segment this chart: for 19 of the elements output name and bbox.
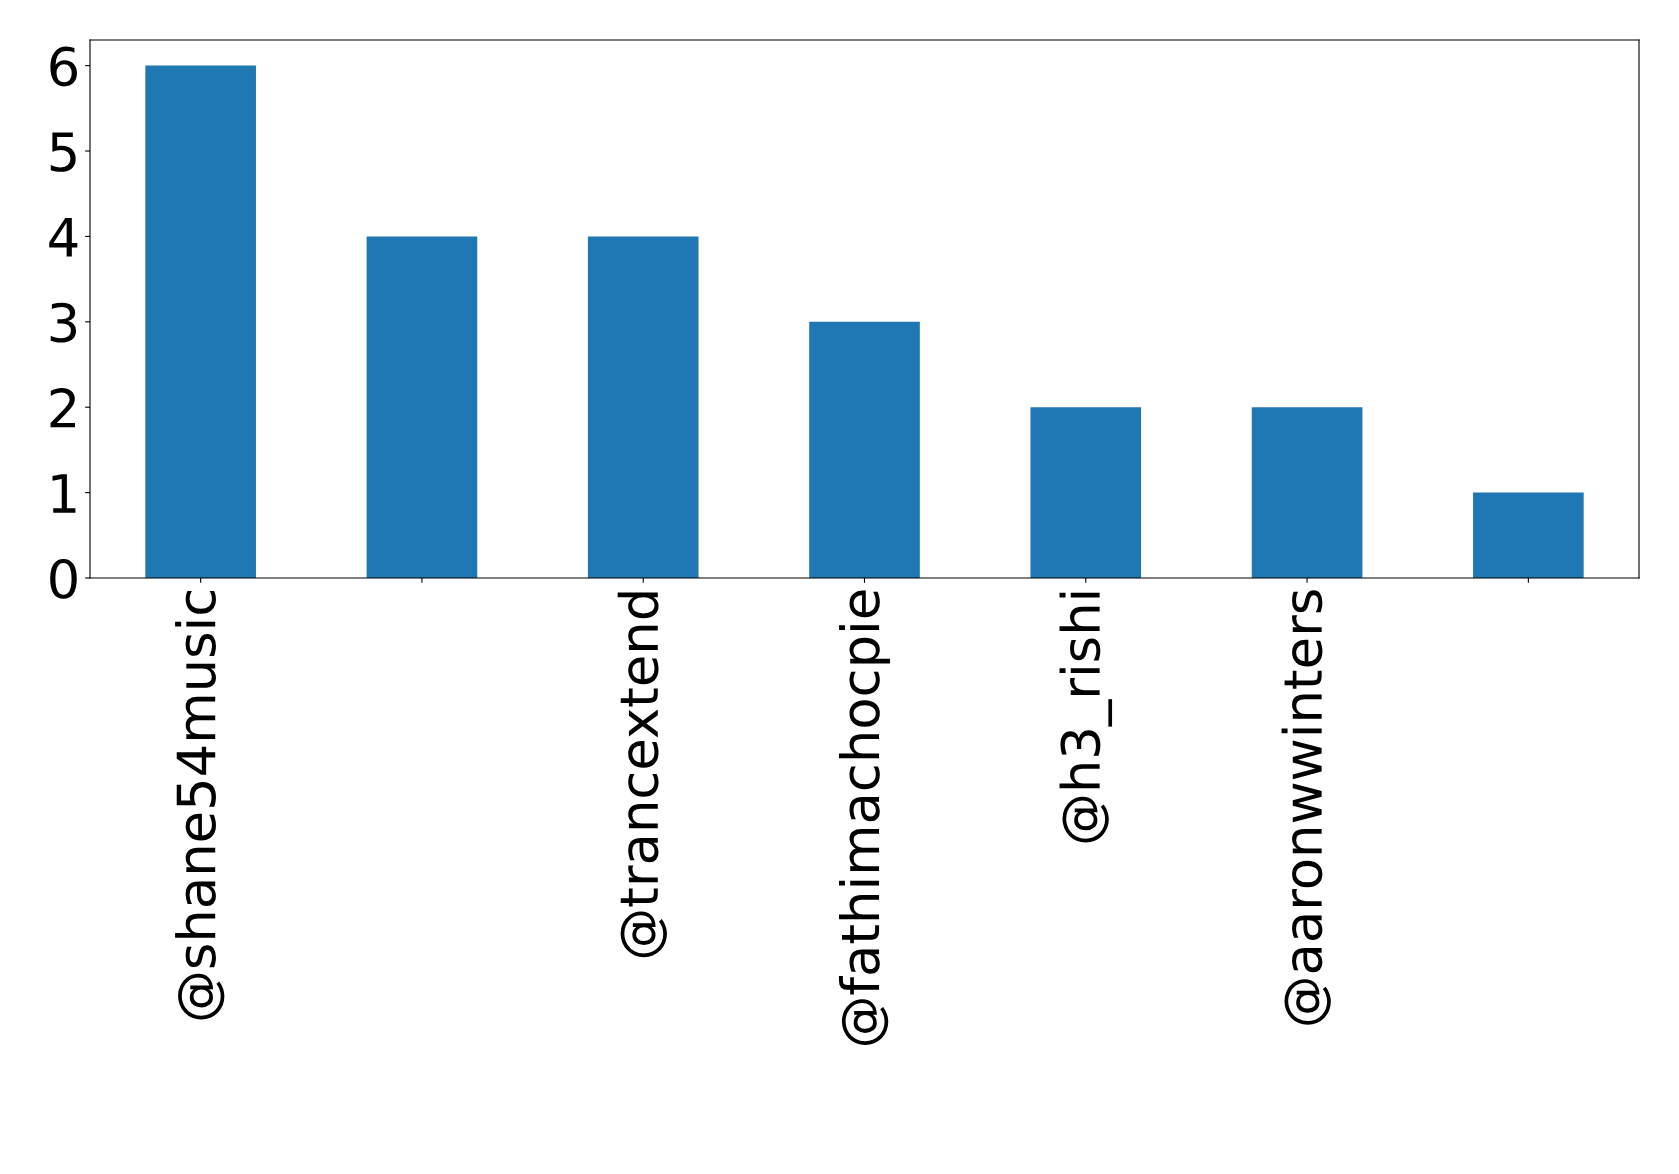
y-tick-label: 4	[49, 217, 78, 257]
y-tick-label: 0	[50, 558, 77, 599]
x-tick-label: @trancextend	[617, 592, 667, 958]
y-tick-label: 5	[50, 132, 76, 172]
y-tick-label: 2	[50, 388, 75, 428]
bar	[1473, 492, 1584, 578]
bar	[809, 321, 920, 578]
y-tick-label: 6	[50, 46, 77, 87]
x-tick-label: @aaronwwinters	[1281, 590, 1331, 1025]
bar	[587, 236, 699, 578]
bar	[1030, 407, 1142, 578]
bar	[145, 65, 256, 578]
y-tick-label: 1	[52, 474, 76, 513]
x-tick-label: @h3_rishi	[1059, 592, 1113, 843]
bar	[1251, 407, 1363, 578]
x-tick-label: @shane54music	[175, 590, 225, 1020]
y-tick-label: 3	[50, 302, 77, 343]
x-tick-label: @fathimachocpie	[838, 590, 891, 1045]
bar	[366, 236, 478, 578]
